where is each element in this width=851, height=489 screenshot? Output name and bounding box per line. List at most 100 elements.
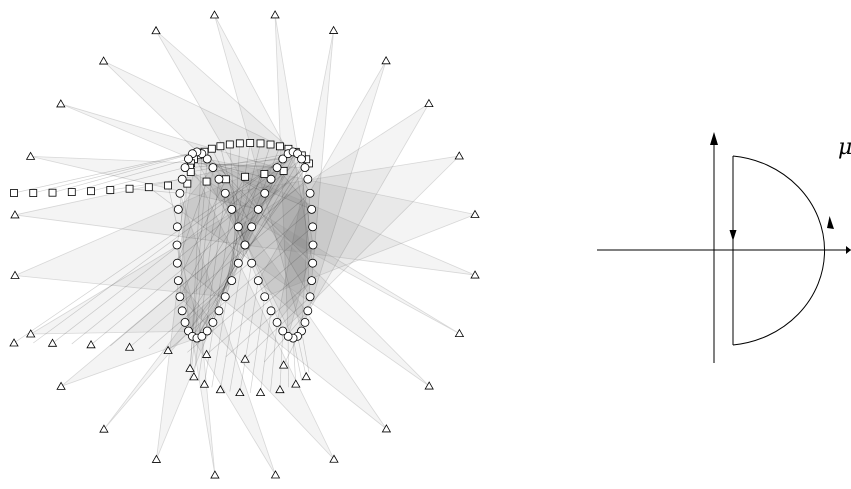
circle-marker — [260, 188, 270, 198]
triangle-marker — [275, 384, 285, 394]
triangle-marker — [98, 56, 109, 65]
circle-marker — [278, 154, 288, 164]
fan-edge — [220, 244, 246, 390]
fan-edge — [192, 159, 307, 337]
circle-marker — [202, 326, 212, 336]
circle-marker — [233, 222, 243, 232]
fan-polygon — [184, 167, 460, 334]
triangle-marker — [240, 354, 250, 363]
square-marker — [221, 175, 230, 184]
circle-marker — [173, 204, 183, 214]
fan-edge — [260, 310, 272, 393]
contour-semicircle-arc — [732, 155, 826, 346]
triangle-marker — [291, 379, 301, 388]
triangle-marker — [201, 349, 212, 358]
triangle-marker — [424, 98, 434, 108]
circle-marker — [283, 331, 293, 341]
circle-marker — [177, 174, 187, 184]
triangle-marker — [470, 209, 480, 218]
square-marker — [207, 144, 216, 153]
circle-marker — [175, 188, 185, 198]
triangle-marker — [25, 151, 36, 160]
fan-edge — [244, 296, 311, 360]
circle-marker — [278, 326, 288, 336]
triangle-marker — [10, 210, 20, 219]
triangle-marker — [270, 10, 280, 19]
triangle-marker — [10, 270, 20, 279]
fan-polygon — [191, 152, 476, 276]
fan-edge — [229, 144, 239, 264]
circle-marker — [308, 258, 318, 268]
fan-edge — [279, 330, 284, 390]
square-marker — [144, 183, 153, 192]
fan-edge — [191, 162, 278, 168]
fan-polygon — [103, 280, 233, 430]
triangle-marker — [209, 10, 220, 19]
circle-marker — [227, 204, 237, 214]
triangle-marker — [381, 56, 391, 65]
fan-edge — [148, 186, 179, 210]
circle-marker — [172, 222, 182, 232]
triangle-marker — [328, 25, 339, 34]
circle-marker — [307, 276, 317, 286]
square-marker — [235, 139, 244, 148]
fan-edge — [301, 330, 310, 373]
square-marker — [241, 172, 250, 181]
contour-label: μ — [838, 135, 851, 160]
circle-marker — [202, 154, 212, 164]
fan-edge — [297, 336, 307, 377]
fan-edge — [204, 151, 259, 210]
fan-edge — [71, 158, 189, 193]
fan-edge — [198, 193, 226, 381]
circle-marker — [197, 331, 207, 341]
triangle-marker — [163, 345, 173, 354]
triangle-marker — [255, 387, 266, 397]
fan-edge — [190, 153, 203, 365]
fan-edge — [270, 322, 278, 392]
circle-marker — [175, 292, 185, 302]
triangle-marker — [424, 381, 434, 390]
circle-marker — [184, 154, 193, 164]
circle-marker — [300, 318, 310, 327]
circle-marker — [308, 240, 318, 250]
circle-marker — [180, 163, 190, 172]
fan-edge — [196, 155, 303, 339]
triangle-marker — [470, 270, 480, 279]
triangle-marker — [215, 384, 226, 394]
square-marker — [164, 181, 172, 190]
fan-edge — [33, 151, 198, 194]
triangle-marker — [199, 379, 210, 388]
triangle-marker — [185, 363, 195, 372]
circle-marker — [303, 174, 313, 184]
circle-marker — [214, 306, 224, 316]
circle-marker — [227, 276, 237, 286]
square-marker — [67, 188, 76, 196]
fan-edge — [224, 142, 251, 297]
circle-marker — [173, 276, 183, 286]
circle-marker — [303, 306, 313, 316]
fan-edge — [239, 280, 259, 393]
circle-marker — [208, 163, 218, 172]
circle-marker — [308, 222, 318, 232]
real-axis-arrow-icon — [846, 246, 851, 254]
fan-edge — [110, 178, 309, 347]
fan-edge — [179, 176, 246, 297]
fan-polygon — [176, 244, 216, 476]
fan-edge — [129, 193, 311, 348]
fan-polygon — [155, 30, 311, 297]
circle-marker — [172, 258, 182, 268]
fan-edge — [229, 263, 253, 392]
fan-polygon — [60, 226, 253, 387]
fan-polygon — [179, 193, 276, 476]
fan-edge — [292, 338, 303, 381]
square-marker — [202, 177, 211, 186]
fan-edge — [177, 179, 227, 281]
square-marker — [106, 186, 115, 194]
triangle-markers — [9, 10, 480, 479]
square-marker — [29, 189, 38, 197]
fan-edge — [176, 181, 207, 264]
fan-polygon — [274, 14, 314, 337]
square-marker — [125, 184, 134, 193]
fan-edge — [181, 173, 265, 312]
fan-polygon — [237, 103, 430, 339]
